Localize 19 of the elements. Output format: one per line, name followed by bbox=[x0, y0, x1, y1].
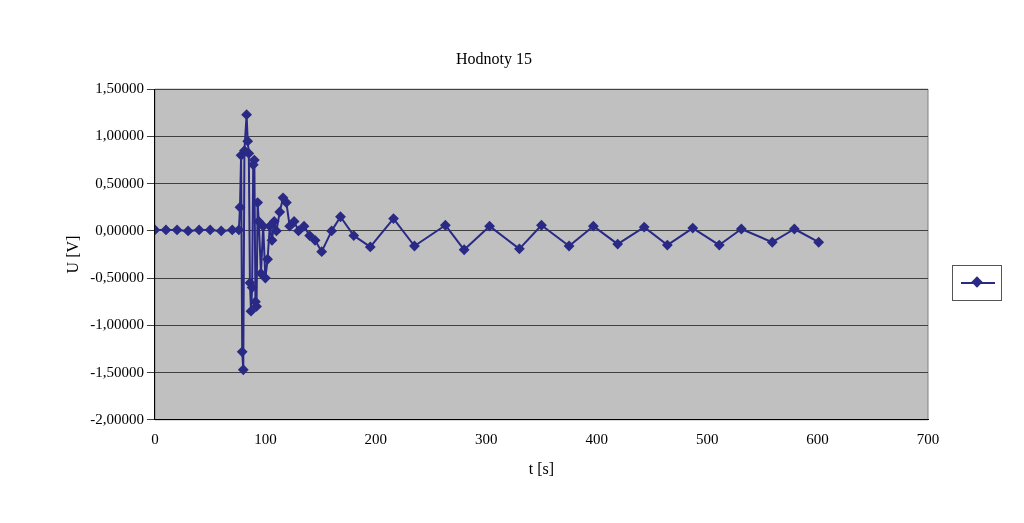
x-tick-label: 700 bbox=[916, 430, 940, 447]
x-tick-label: 300 bbox=[475, 430, 498, 447]
x-axis-title: t [s] bbox=[528, 459, 555, 477]
chart-title: Hodnoty 15 bbox=[456, 49, 532, 68]
y-tick-label: 1,00000 bbox=[95, 127, 144, 144]
y-tick-label: -2,00000 bbox=[90, 410, 144, 427]
y-tick-label: -1,00000 bbox=[90, 316, 144, 333]
y-tick-label: -0,50000 bbox=[90, 269, 144, 286]
y-tick-label: -1,50000 bbox=[90, 363, 144, 380]
x-tick-label: 0 bbox=[151, 430, 159, 447]
y-tick-label: 0,50000 bbox=[95, 174, 144, 191]
x-tick-label: 200 bbox=[364, 430, 388, 447]
y-axis-title: U [V] bbox=[63, 235, 81, 274]
x-tick-label: 400 bbox=[585, 430, 608, 447]
x-tick-label: 600 bbox=[806, 430, 829, 447]
y-tick-label: 0,00000 bbox=[95, 221, 144, 238]
x-tick-label: 500 bbox=[695, 430, 719, 447]
x-tick-label: 100 bbox=[254, 430, 277, 447]
y-tick-label: 1,50000 bbox=[95, 80, 144, 97]
